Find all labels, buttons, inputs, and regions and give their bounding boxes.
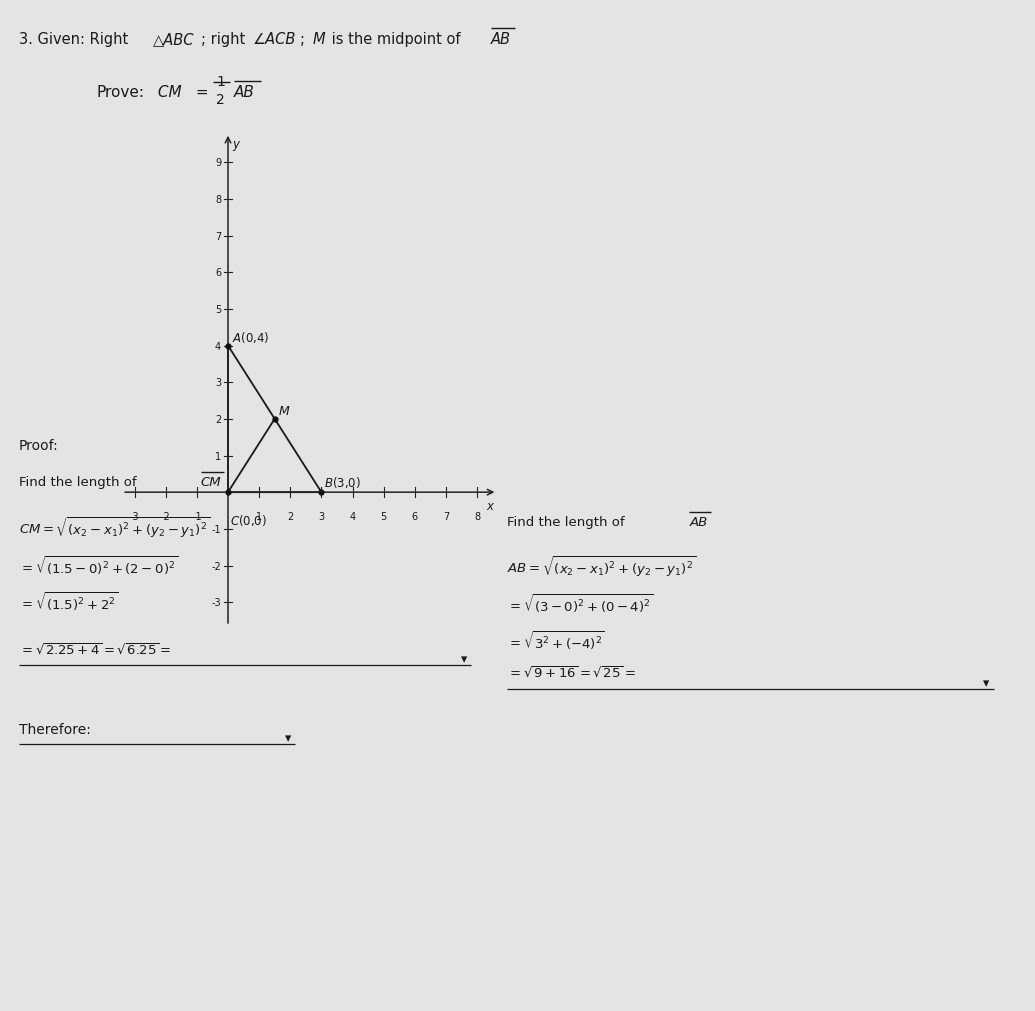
Text: -3: -3 bbox=[129, 512, 140, 522]
Text: 1: 1 bbox=[215, 451, 221, 461]
Text: $= \sqrt{3^2 + (-4)^2}$: $= \sqrt{3^2 + (-4)^2}$ bbox=[507, 629, 605, 651]
Text: -2: -2 bbox=[211, 561, 221, 571]
Text: 3. Given: Right: 3. Given: Right bbox=[19, 32, 132, 48]
Text: Proof:: Proof: bbox=[19, 439, 58, 453]
Text: $= \sqrt{(1.5)^2 + 2^2}$: $= \sqrt{(1.5)^2 + 2^2}$ bbox=[19, 590, 118, 613]
Text: AB: AB bbox=[234, 85, 255, 100]
Text: 8: 8 bbox=[474, 512, 480, 522]
Text: 2: 2 bbox=[287, 512, 293, 522]
Text: 5: 5 bbox=[381, 512, 387, 522]
Text: CM: CM bbox=[153, 85, 182, 100]
Text: 1: 1 bbox=[256, 512, 262, 522]
Text: CM: CM bbox=[201, 475, 221, 488]
Text: $CM = \sqrt{(x_2 - x_1)^2 + (y_2 - y_1)^2}$: $CM = \sqrt{(x_2 - x_1)^2 + (y_2 - y_1)^… bbox=[19, 516, 210, 540]
Text: $B$(3,0): $B$(3,0) bbox=[324, 475, 361, 489]
Text: 6: 6 bbox=[412, 512, 418, 522]
Text: Prove:: Prove: bbox=[96, 85, 144, 100]
Text: 2: 2 bbox=[216, 93, 225, 107]
Text: $AB = \sqrt{(x_2 - x_1)^2 + (y_2 - y_1)^2}$: $AB = \sqrt{(x_2 - x_1)^2 + (y_2 - y_1)^… bbox=[507, 554, 697, 578]
Text: ▾: ▾ bbox=[461, 653, 467, 665]
Text: ; right: ; right bbox=[201, 32, 249, 48]
Text: 6: 6 bbox=[215, 268, 221, 278]
Text: ;: ; bbox=[300, 32, 309, 48]
Text: $x$: $x$ bbox=[486, 499, 496, 513]
Text: is the midpoint of: is the midpoint of bbox=[327, 32, 465, 48]
Text: $C$(0,0): $C$(0,0) bbox=[231, 513, 268, 528]
Text: 8: 8 bbox=[215, 195, 221, 204]
Text: -2: -2 bbox=[160, 512, 171, 522]
Text: -1: -1 bbox=[193, 512, 202, 522]
Text: 5: 5 bbox=[215, 304, 221, 314]
Text: 4: 4 bbox=[215, 341, 221, 351]
Text: 3: 3 bbox=[215, 378, 221, 388]
Text: ▾: ▾ bbox=[983, 677, 989, 690]
Text: $y$: $y$ bbox=[232, 140, 241, 154]
Text: 2: 2 bbox=[215, 415, 221, 425]
Text: 1: 1 bbox=[216, 75, 225, 89]
Text: AB: AB bbox=[689, 516, 708, 529]
Text: ▾: ▾ bbox=[285, 732, 291, 744]
Text: M: M bbox=[313, 32, 325, 48]
Text: $M$: $M$ bbox=[278, 405, 291, 418]
Text: $= \sqrt{(3-0)^2 + (0-4)^2}$: $= \sqrt{(3-0)^2 + (0-4)^2}$ bbox=[507, 592, 654, 615]
Text: -1: -1 bbox=[211, 525, 221, 534]
Text: 4: 4 bbox=[350, 512, 356, 522]
Text: Therefore:: Therefore: bbox=[19, 722, 90, 736]
Text: Find the length of: Find the length of bbox=[507, 516, 629, 529]
Text: =: = bbox=[191, 85, 214, 100]
Text: ∠ACB: ∠ACB bbox=[253, 32, 296, 48]
Text: $= \sqrt{9 + 16} = \sqrt{25} =$: $= \sqrt{9 + 16} = \sqrt{25} =$ bbox=[507, 665, 635, 680]
Text: △ABC: △ABC bbox=[153, 32, 195, 48]
Text: Find the length of: Find the length of bbox=[19, 475, 141, 488]
Text: $= \sqrt{2.25 + 4} = \sqrt{6.25} =$: $= \sqrt{2.25 + 4} = \sqrt{6.25} =$ bbox=[19, 642, 171, 657]
Text: $A$(0,4): $A$(0,4) bbox=[232, 330, 269, 345]
Text: 9: 9 bbox=[215, 158, 221, 168]
Text: AB: AB bbox=[491, 32, 510, 48]
Text: 7: 7 bbox=[215, 232, 221, 242]
Text: 7: 7 bbox=[443, 512, 449, 522]
Text: -3: -3 bbox=[211, 598, 221, 608]
Text: $= \sqrt{(1.5-0)^2 + (2-0)^2}$: $= \sqrt{(1.5-0)^2 + (2-0)^2}$ bbox=[19, 554, 178, 576]
Text: 3: 3 bbox=[319, 512, 324, 522]
